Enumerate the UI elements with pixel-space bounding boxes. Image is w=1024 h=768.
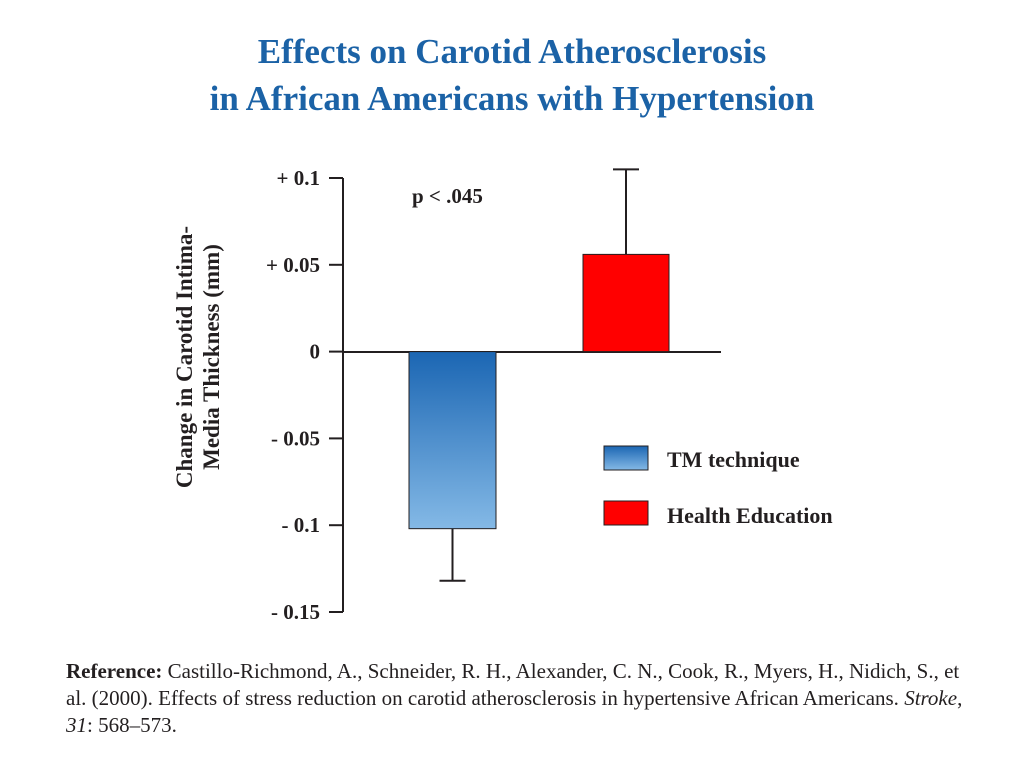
- reference-label: Reference:: [66, 659, 163, 683]
- reference-journal: Stroke: [904, 686, 958, 710]
- y-tick-label: + 0.1: [277, 166, 320, 190]
- reference-volume: 31: [66, 713, 87, 737]
- y-axis-label-line-2: Media Thickness (mm): [199, 244, 224, 470]
- legend-swatch-health-education: [603, 500, 649, 526]
- reference-pages: : 568–573.: [87, 713, 177, 737]
- legend-label-tm: TM technique: [667, 447, 800, 472]
- chart-title: Effects on Carotid Atherosclerosis in Af…: [0, 28, 1024, 122]
- y-ticks: + 0.1 + 0.05 0 - 0.05 - 0.1 - 0.15: [266, 166, 343, 624]
- y-axis-label-line-1: Change in Carotid Intima-: [172, 226, 197, 488]
- bar-health-education: [582, 253, 670, 353]
- y-tick-label: - 0.15: [271, 600, 320, 624]
- y-axis-label: Change in Carotid Intima- Media Thicknes…: [172, 226, 224, 488]
- y-tick-label: - 0.1: [282, 513, 321, 537]
- legend: TM technique Health Education: [603, 445, 833, 528]
- y-tick-label: 0: [310, 340, 321, 364]
- p-value-annotation: p < .045: [412, 184, 483, 208]
- bar-tm-technique: [408, 351, 497, 530]
- title-line-2: in African Americans with Hypertension: [209, 79, 815, 118]
- title-line-1: Effects on Carotid Atherosclerosis: [257, 32, 767, 71]
- y-tick-label: - 0.05: [271, 426, 320, 450]
- reference-text: Castillo-Richmond, A., Schneider, R. H.,…: [66, 659, 960, 710]
- reference-citation: Reference: Castillo-Richmond, A., Schnei…: [66, 658, 966, 739]
- legend-swatch-tm: [603, 445, 649, 471]
- y-tick-label: + 0.05: [266, 253, 320, 277]
- reference-sep: ,: [957, 686, 963, 710]
- legend-label-health-education: Health Education: [667, 503, 833, 528]
